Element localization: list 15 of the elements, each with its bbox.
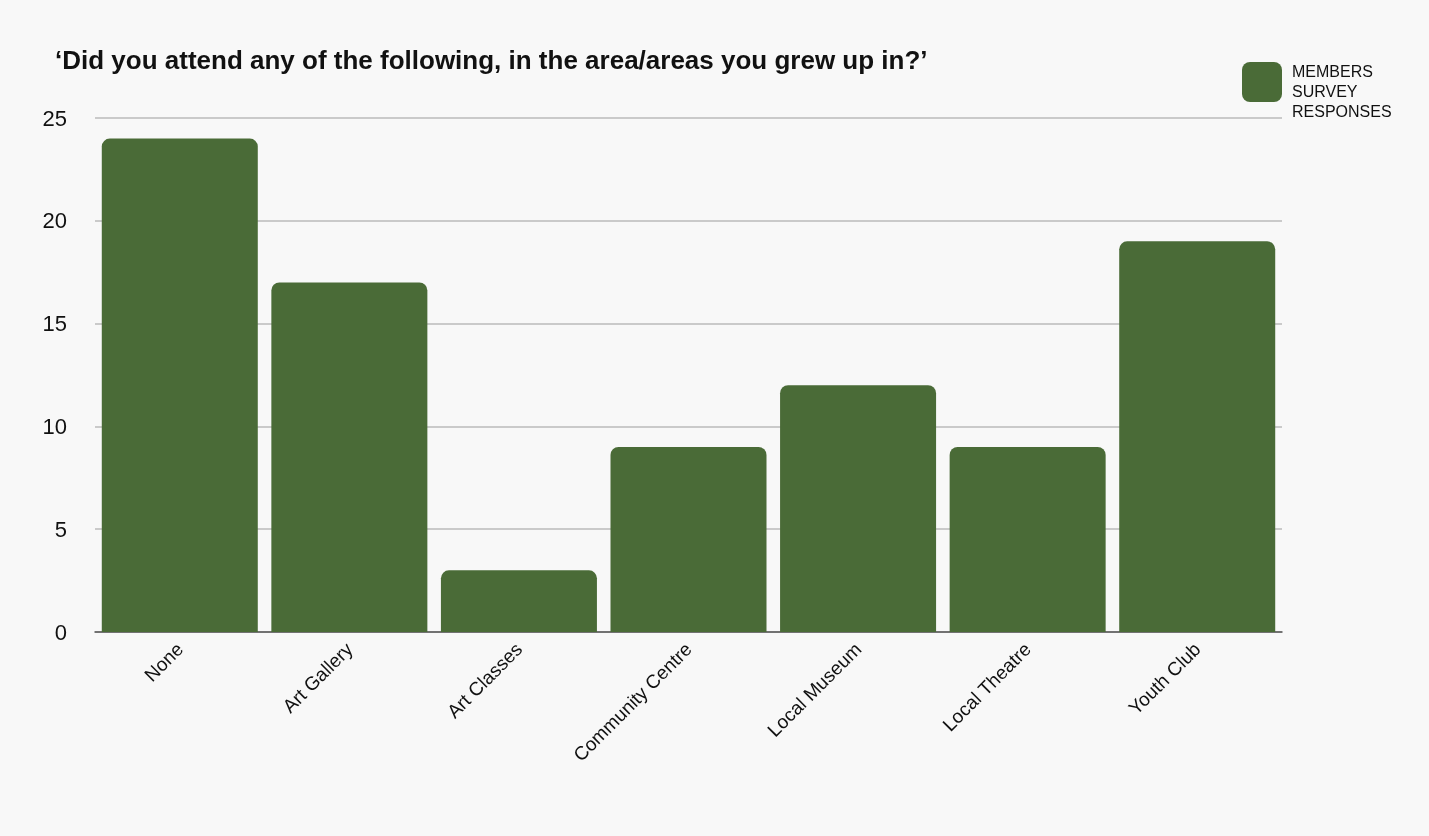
bar <box>610 446 767 632</box>
chart-title: ‘Did you attend any of the following, in the area/areas you grew up in?’ <box>55 45 928 75</box>
y-tick-label: 0 <box>54 619 67 645</box>
bar <box>949 446 1106 632</box>
bar <box>101 138 258 632</box>
text: MEMBERS SURVEY RESPONSES <box>1292 62 1393 122</box>
y-tick-label: 10 <box>42 413 67 439</box>
bar <box>271 282 428 632</box>
y-tick-label: 25 <box>42 105 67 131</box>
y-tick-label: 15 <box>42 311 67 337</box>
y-tick-label: 20 <box>42 208 67 234</box>
bar <box>1119 241 1276 632</box>
y-tick-label: 5 <box>54 516 67 542</box>
bar <box>780 385 937 632</box>
bar <box>440 570 597 632</box>
